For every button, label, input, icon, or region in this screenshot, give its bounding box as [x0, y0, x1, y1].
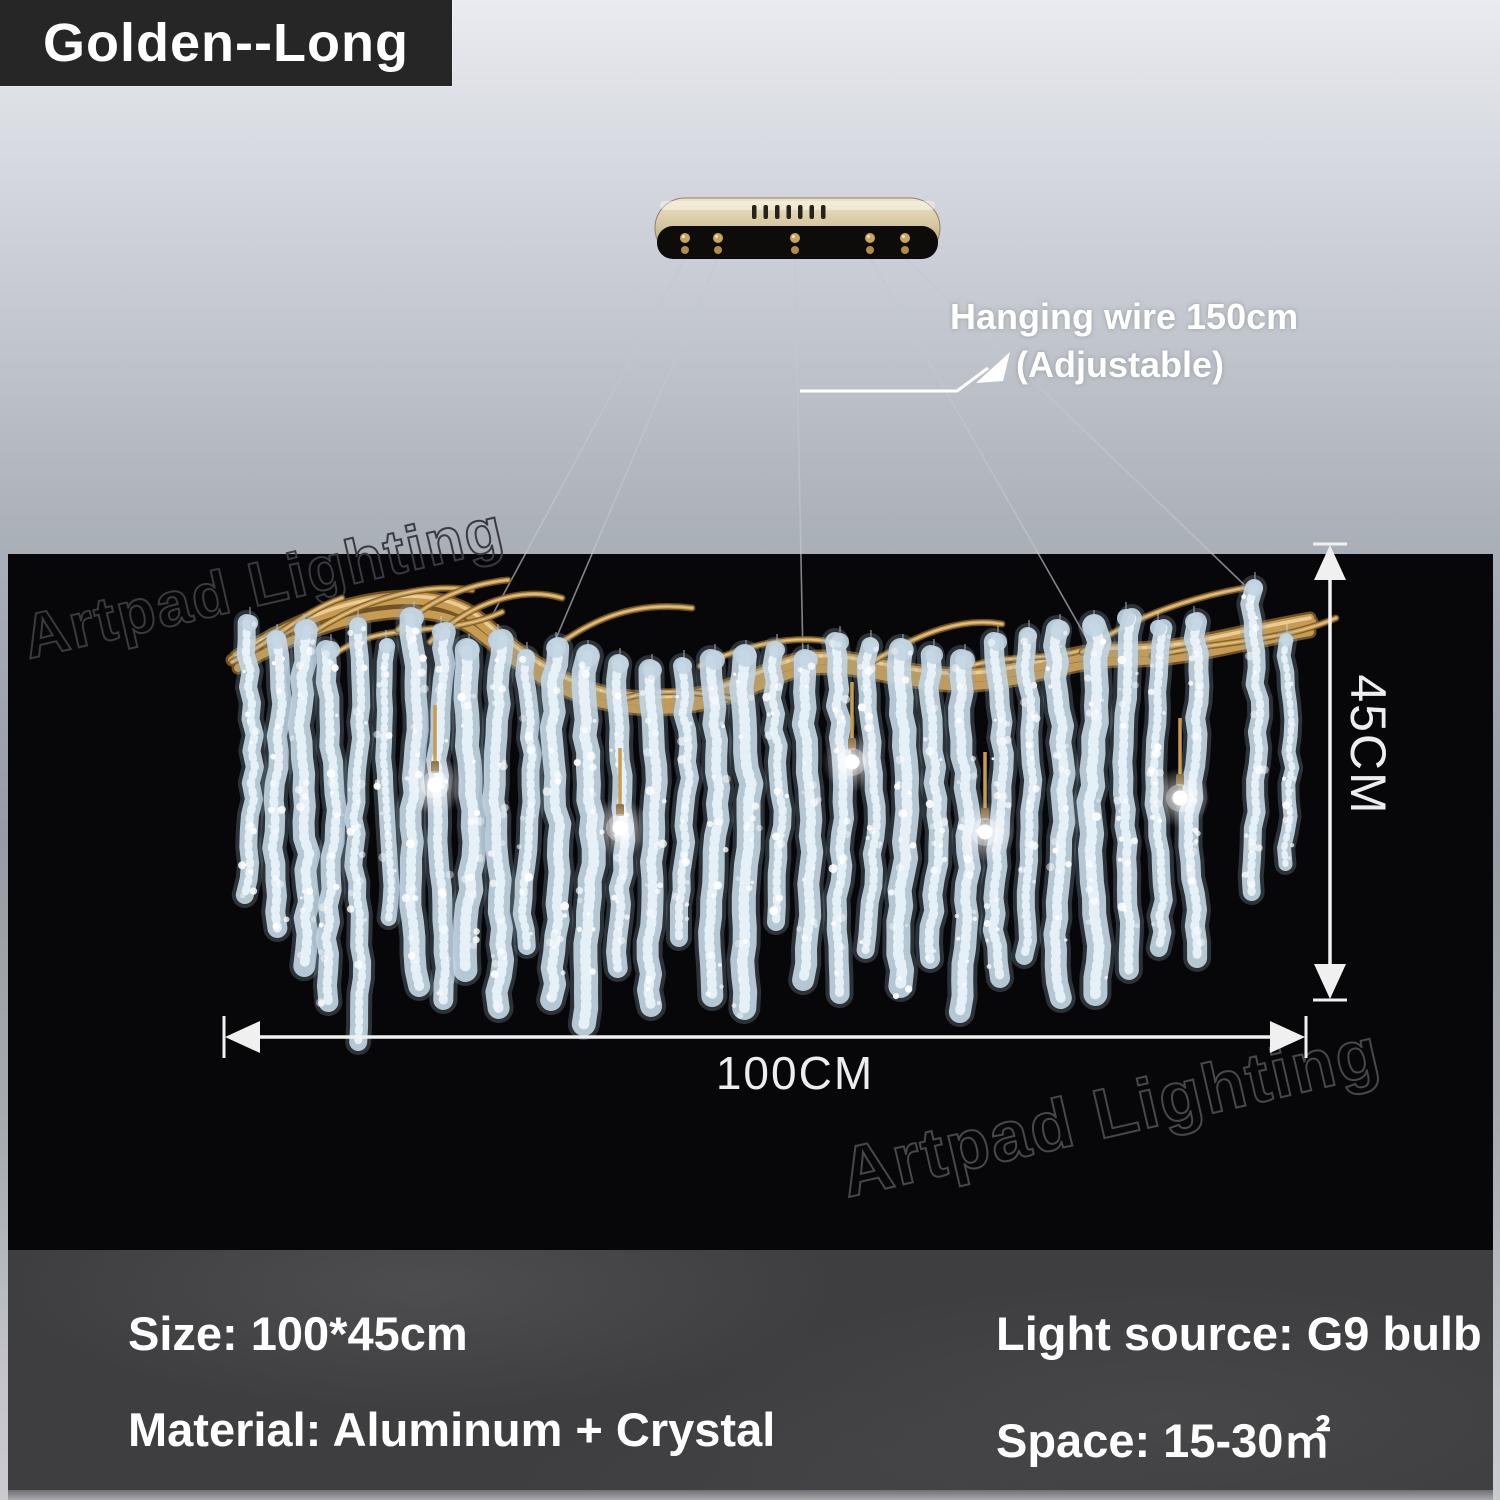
callout-leader-arrow [800, 352, 1010, 393]
bottom-edge-strip [8, 1490, 1493, 1500]
spec-space: Space: 15-30㎡ [996, 1414, 1331, 1467]
width-dimension-label: 100CM [715, 1047, 875, 1099]
hanging-wire-callout-line1: Hanging wire 150cm [950, 296, 1299, 337]
spec-light-source: Light source: G9 bulb [996, 1307, 1482, 1360]
spec-band-background [8, 1250, 1493, 1490]
canopy-vent-slots [752, 205, 826, 219]
height-dimension-label: 45CM [1340, 674, 1396, 816]
photo-background [8, 554, 1493, 1250]
ceiling-canopy [654, 197, 941, 259]
canopy-hangers [680, 233, 910, 254]
spec-material: Material: Aluminum + Crystal [128, 1403, 776, 1456]
spec-size: Size: 100*45cm [128, 1307, 468, 1360]
variant-badge-label: Golden--Long [43, 13, 409, 73]
hanging-wire-callout-line2: (Adjustable) [1016, 344, 1225, 385]
variant-badge: Golden--Long [0, 0, 452, 86]
